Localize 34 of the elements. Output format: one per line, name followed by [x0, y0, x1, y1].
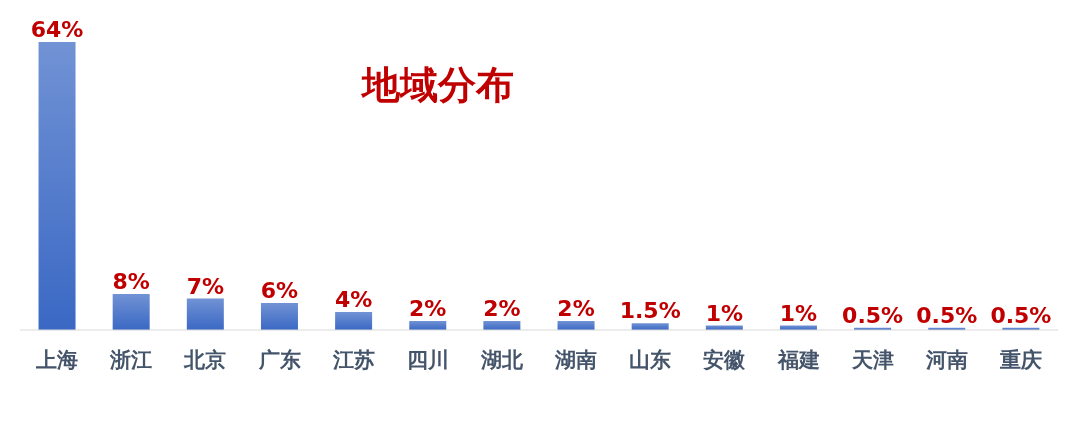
data-label: 0.5% — [990, 302, 1052, 328]
x-tick-label: 福建 — [776, 347, 820, 372]
x-tick-label: 广东 — [257, 347, 301, 372]
data-label: 1% — [705, 300, 743, 326]
data-label: 8% — [112, 269, 150, 294]
data-label: 1.5% — [619, 298, 681, 324]
bar — [112, 294, 150, 330]
data-label: 0.5% — [916, 302, 978, 328]
x-tick-label: 湖北 — [479, 347, 524, 372]
x-tick-label: 江苏 — [331, 347, 375, 372]
data-label: 2% — [557, 296, 595, 321]
bar — [186, 298, 224, 330]
bar — [260, 303, 298, 330]
bar — [38, 42, 76, 330]
data-label: 2% — [483, 296, 521, 321]
x-tick-label: 四川 — [406, 347, 449, 372]
text: 地域分布 — [360, 62, 515, 109]
data-label: 7% — [186, 273, 224, 299]
data-label: 6% — [260, 278, 299, 303]
data-label: 2% — [409, 296, 447, 321]
x-tick-label: 上海 — [35, 347, 79, 372]
data-label: 1% — [779, 300, 818, 326]
data-label: 64% — [30, 17, 84, 42]
data-label: 4% — [334, 287, 373, 312]
x-tick-label: 河南 — [924, 347, 968, 372]
bar — [335, 312, 373, 330]
x-tick-label: 安徽 — [703, 347, 747, 372]
x-tick-label: 浙江 — [109, 347, 153, 372]
x-tick-label: 山东 — [629, 347, 672, 372]
x-tick-label: 天津 — [850, 347, 894, 372]
x-tick-label: 重庆 — [998, 347, 1042, 372]
x-tick-label: 北京 — [183, 347, 227, 372]
data-label: 0.5% — [842, 302, 904, 328]
x-tick-label: 湖南 — [554, 347, 598, 372]
